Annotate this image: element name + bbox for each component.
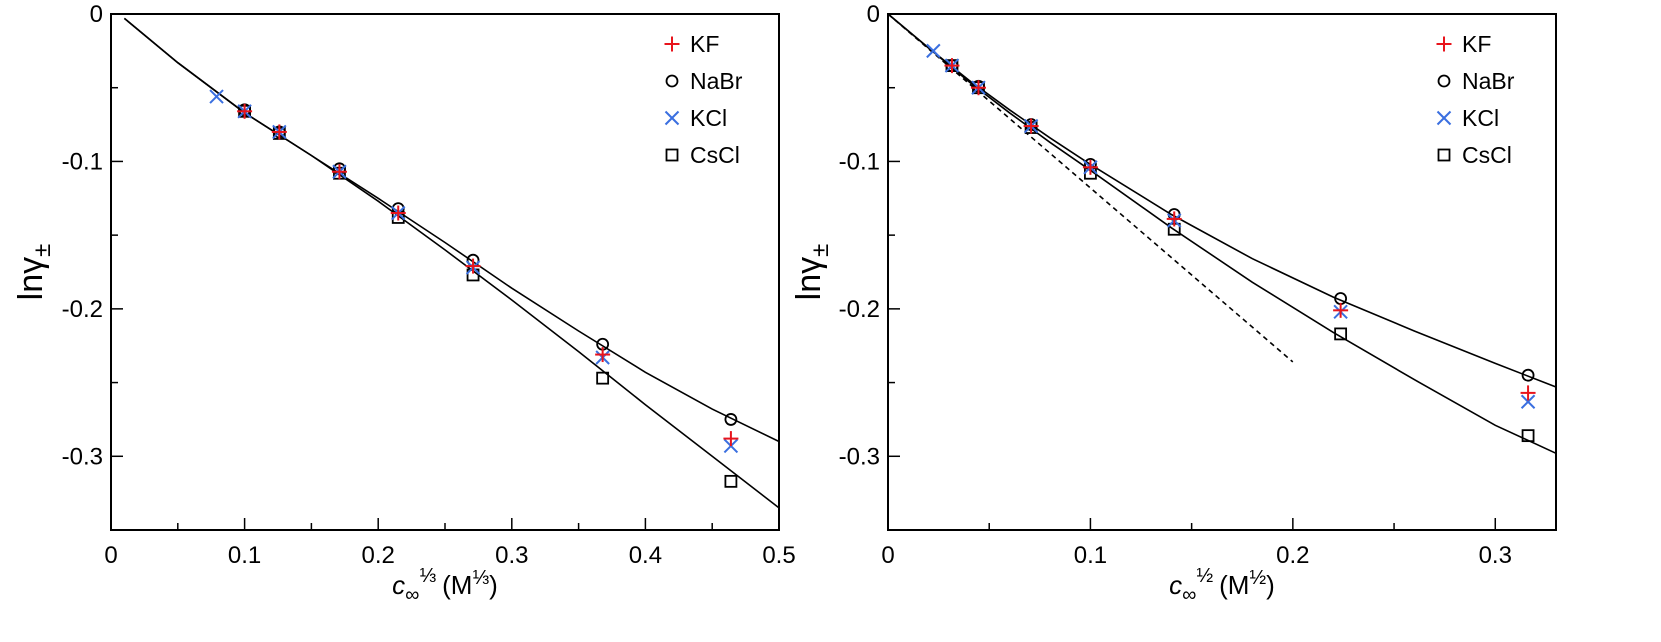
y-tick-label: 0 [90,1,103,28]
y-tick-label: -0.2 [62,296,103,323]
series-kf [944,58,1536,401]
data-point-kf [595,347,611,363]
legend-marker-kcl [1436,110,1452,126]
x-axis-title-sup: ⅓ [419,565,436,587]
x-axis-title-var: c [1169,570,1182,600]
y-tick-label: -0.2 [839,296,880,323]
x-axis-title-unit-close: ) [489,570,498,600]
x-tick-label: 0.3 [1479,542,1512,569]
data-point-kf [465,258,481,274]
y-axis-title-sub: ± [29,244,56,257]
x-stroke-2 [1436,110,1452,126]
data-point-kf [944,58,960,74]
x-axis-title-unit: (M [442,570,472,600]
fit-line-lower-fit [887,13,1557,455]
x-axis-title-sub: ∞ [405,584,419,606]
data-point-kcl [926,43,941,59]
x-tick-label: 0.2 [362,542,395,569]
legend: KF NaBr KCl CsCl [664,31,743,168]
data-point-cscl [1521,429,1535,443]
data-point-kf [331,164,347,180]
legend-marker-nabr [1437,74,1451,88]
data-point-kf [237,103,253,119]
y-axis-title-base: lnγ [790,257,828,300]
y-tick-label: -0.1 [62,148,103,175]
data-point-nabr [724,413,738,426]
y-tick-label: -0.3 [62,443,103,470]
x-stroke-2 [926,43,941,59]
chart-panel-1: 0 0.1 0.2 0.3 0.4 0.5 0 -0.1 -0.2 -0.3 KF NaBr KCl Cs… [12,1,796,606]
x-tick-label: 0.3 [495,542,528,569]
x-tick-label: 0.2 [1276,542,1309,569]
y-axis-title: lnγ± [12,244,56,301]
legend: KF NaBr KCl CsCl [1436,31,1515,168]
x-axis-title-var: c [392,570,405,600]
legend-marker-cscl [1437,148,1451,162]
x-stroke-2 [664,110,680,126]
x-axis-title-unit-sup: ⅓ [472,567,489,589]
data-point-kf [723,431,739,447]
data-point-kf [271,124,287,140]
x-tick-label: 0 [881,542,894,569]
legend-marker-kf [1436,36,1452,52]
series-cscl [238,104,738,488]
x-tick-label: 0.1 [1074,542,1107,569]
legend-label: NaBr [690,68,743,94]
x-axis-title: c∞⅓ (M⅓) [392,565,498,606]
legend-label: CsCl [690,142,740,168]
data-point-kf [1023,118,1039,134]
legend-label: KF [1462,31,1491,57]
series-kcl [926,43,1536,409]
data-point-kcl [209,89,224,104]
data-point-kf [1166,211,1182,227]
data-point-kf [390,205,406,221]
data-point-cscl [1334,327,1348,341]
legend-label: CsCl [1462,142,1512,168]
legend-marker-kf [664,36,680,52]
x-tick-label: 0 [104,542,117,569]
x-axis-title-sup: ½ [1196,565,1213,587]
legend-label: KCl [1462,105,1499,131]
data-point-cscl [724,474,738,488]
data-point-kf [1520,385,1536,401]
series-nabr [945,59,1535,382]
data-point-kcl [1520,394,1536,409]
legend-marker-nabr [665,74,679,88]
series-nabr [238,103,738,426]
legend-label: KF [690,31,719,57]
y-tick-label: -0.1 [839,148,880,175]
x-stroke-2 [1520,394,1536,409]
y-tick-label: 0 [867,1,880,28]
plot-frame [887,13,1557,531]
fit-line-limiting-law [887,13,1294,363]
legend-label: KCl [690,105,727,131]
y-tick-label: -0.3 [839,443,880,470]
y-axis-title-sub: ± [807,244,834,257]
y-axis-title-base: lnγ [12,257,50,300]
x-tick-label: 0.1 [228,542,261,569]
chart-panel-2: 0 0.1 0.2 0.3 0 -0.1 -0.2 -0.3 KF NaBr KCl CsCl lnγ±… [790,1,1557,606]
x-axis-title-unit-sup: ½ [1249,567,1266,589]
data-point-nabr [1521,368,1535,382]
legend-label: NaBr [1462,68,1515,94]
x-axis-title-unit-close: ) [1266,570,1275,600]
data-point-cscl [596,371,610,385]
x-stroke-2 [209,89,224,104]
y-axis-title: lnγ± [790,244,834,301]
data-point-kf [1333,302,1349,318]
data-point-kf [970,80,986,96]
legend-marker-kcl [664,110,680,126]
fit-line-upper-fit [123,17,780,443]
x-axis-title: c∞½ (M½) [1169,565,1275,606]
x-axis-title-sub: ∞ [1182,584,1196,606]
legend-marker-cscl [665,148,679,162]
fit-line-upper-fit [887,13,1557,388]
series-kf [237,103,739,447]
x-tick-label: 0.5 [762,542,795,569]
x-tick-label: 0.4 [629,542,662,569]
data-point-kf [1082,159,1098,175]
fit-line-lower-fit [123,17,780,509]
x-axis-title-unit: (M [1219,570,1249,600]
